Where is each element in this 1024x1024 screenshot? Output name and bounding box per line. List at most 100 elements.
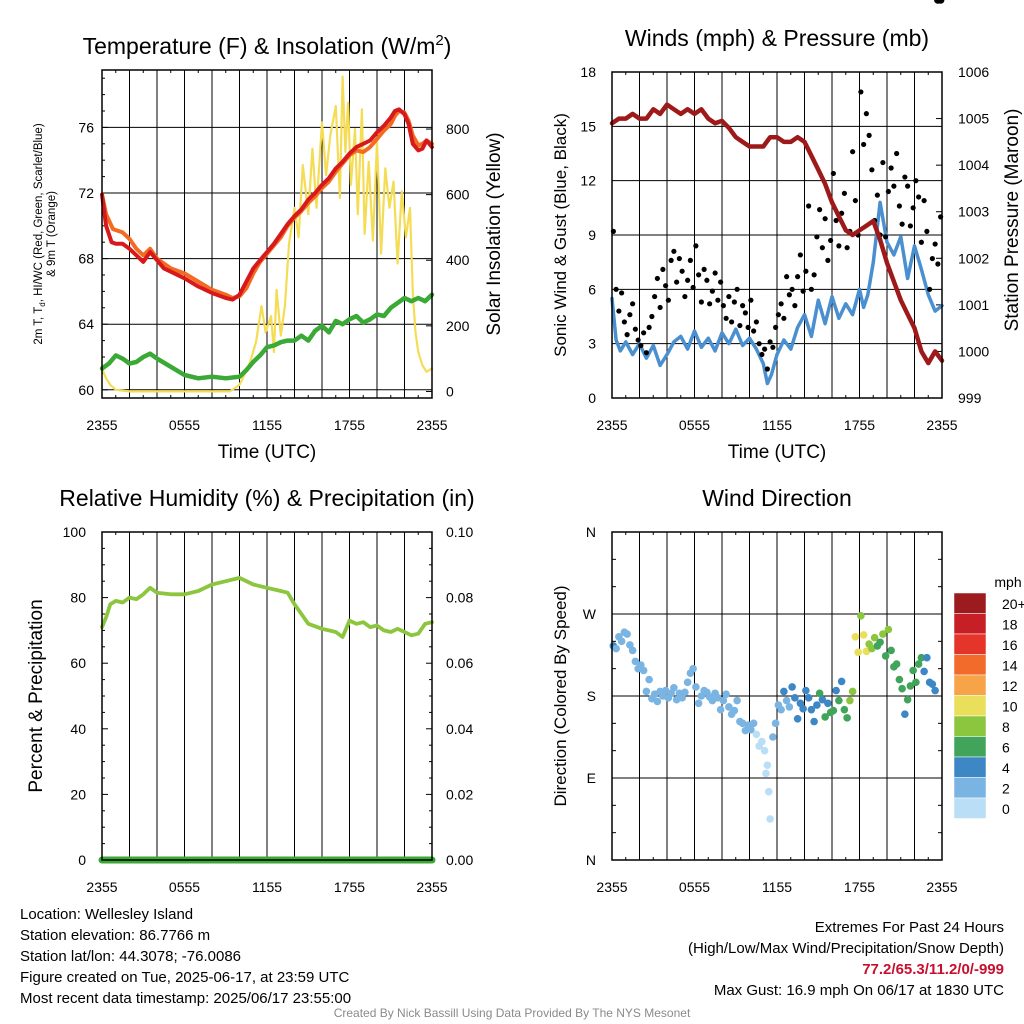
gust-point (682, 293, 688, 300)
direction-point (810, 717, 818, 726)
chart-title: Winds (mph) & Pressure (mb) (625, 25, 929, 51)
colorbar-label: 20+ (1002, 596, 1024, 612)
y-tick-label: 68 (78, 251, 94, 267)
y2-tick-label: 600 (446, 187, 470, 203)
direction-point (785, 703, 794, 711)
y-tick-label: 76 (78, 119, 94, 135)
gust-point (935, 261, 941, 267)
gust-point (830, 170, 836, 177)
gust-point (833, 217, 839, 224)
series-dewpoint (99, 292, 435, 381)
y-tick-label: 100 (63, 524, 87, 540)
y-axis-label: Sonic Wind & Gust (Blue, Black) (551, 113, 570, 357)
direction-point (815, 689, 824, 698)
direction-point (802, 686, 810, 695)
gust-point (696, 272, 702, 278)
gust-point (709, 288, 715, 294)
x-tick-label: 2355 (926, 879, 957, 895)
gust-point (731, 299, 737, 305)
y-tick-label: W (583, 606, 597, 622)
extremes-box: Extremes For Past 24 Hours (High/Low/Max… (688, 917, 1004, 1001)
gust-point (720, 303, 726, 309)
gust-point (850, 149, 856, 155)
colorbar-swatch (953, 777, 987, 799)
series-pressure (609, 102, 945, 366)
y2-tick-label: 1001 (958, 297, 989, 313)
gust-point (726, 293, 732, 300)
direction-point (763, 761, 772, 770)
gust-point (756, 341, 762, 347)
colorbar-swatch (953, 674, 987, 696)
direction-point (752, 730, 761, 739)
direction-point (683, 678, 692, 687)
gust-point (910, 205, 916, 211)
x-tick-label: 2355 (86, 417, 117, 433)
direction-point (876, 638, 884, 647)
x-tick-label: 1155 (762, 879, 792, 895)
gust-point (671, 248, 677, 254)
gust-point (806, 203, 812, 209)
gust-point (668, 257, 674, 263)
extremes-title: Extremes For Past 24 Hours (814, 919, 1004, 936)
direction-point (920, 667, 928, 676)
direction-point (793, 714, 802, 723)
y2-tick-label: 0.04 (446, 721, 473, 737)
gust-point (921, 197, 927, 204)
direction-point (923, 653, 931, 662)
gust-point (841, 190, 847, 196)
y-tick-label: 64 (78, 316, 94, 332)
x-tick-label: 0555 (679, 879, 710, 895)
x-tick-label: 2355 (416, 879, 447, 895)
max-gust-text: Max Gust: 16.9 mph On 06/17 at 1830 UTC (713, 982, 1004, 999)
gust-point (927, 286, 933, 292)
gust-point (866, 132, 872, 138)
gust-point (808, 286, 814, 292)
colorbar-swatch (953, 613, 987, 635)
gust-point (627, 312, 633, 318)
x-tick-label: 0555 (169, 417, 200, 433)
x-tick-label: 2355 (926, 417, 957, 433)
plot-frame (611, 531, 943, 861)
colorbar-label: 6 (1002, 740, 1010, 756)
gust-point (775, 312, 781, 318)
y-tick-label: 12 (580, 173, 596, 189)
gust-point (814, 234, 820, 240)
direction-point (642, 687, 651, 696)
gust-point (786, 292, 792, 298)
y-tick-label: 40 (70, 721, 86, 737)
gust-point (874, 192, 880, 198)
y2-tick-label: 0.10 (446, 524, 473, 540)
colorbar-label: 16 (1002, 637, 1018, 653)
direction-point (906, 682, 915, 690)
direction-point (777, 705, 785, 714)
gust-point (715, 297, 721, 303)
y2-axis-label: Station Pressure (Maroon) (1002, 109, 1023, 332)
y-tick-label: 60 (70, 655, 86, 671)
y2-axis-label: Solar Insolation (Yellow) (484, 132, 505, 335)
colorbar-swatch (953, 715, 987, 737)
gust-point (685, 277, 691, 283)
gust-point (624, 332, 630, 338)
colorbar-label: 8 (1002, 719, 1010, 735)
series-wind (610, 200, 944, 386)
gust-point (784, 274, 790, 280)
x-tick-label: 2355 (596, 879, 627, 895)
y-tick-label: 9 (588, 227, 596, 243)
x-tick-label: 1155 (252, 417, 282, 433)
gust-point (861, 141, 867, 148)
colorbar-label: 18 (1002, 617, 1018, 633)
gust-point (828, 237, 834, 244)
y2-tick-label: 1000 (958, 343, 989, 359)
gust-point (907, 223, 913, 229)
direction-point (692, 683, 700, 691)
direction-point (653, 697, 662, 706)
direction-point (769, 733, 777, 741)
gust-point (762, 346, 768, 352)
direction-point (623, 630, 631, 638)
x-tick-label: 1755 (844, 879, 875, 895)
extremes-subtitle: (High/Low/Max Wind/Precipitation/Snow De… (688, 940, 1004, 957)
gust-point (885, 188, 891, 195)
gust-point (745, 324, 751, 330)
direction-point (859, 631, 868, 639)
gust-point (773, 324, 779, 330)
